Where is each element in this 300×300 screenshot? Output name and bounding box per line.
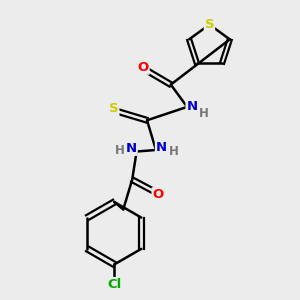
Text: S: S [205,18,214,31]
Text: N: N [126,142,137,155]
Text: H: H [115,143,125,157]
Text: H: H [199,107,208,120]
Text: O: O [152,188,164,201]
Text: Cl: Cl [107,278,122,291]
Text: N: N [156,140,167,154]
Text: H: H [169,145,179,158]
Text: S: S [109,103,118,116]
Text: N: N [186,100,197,113]
Text: O: O [137,61,149,74]
